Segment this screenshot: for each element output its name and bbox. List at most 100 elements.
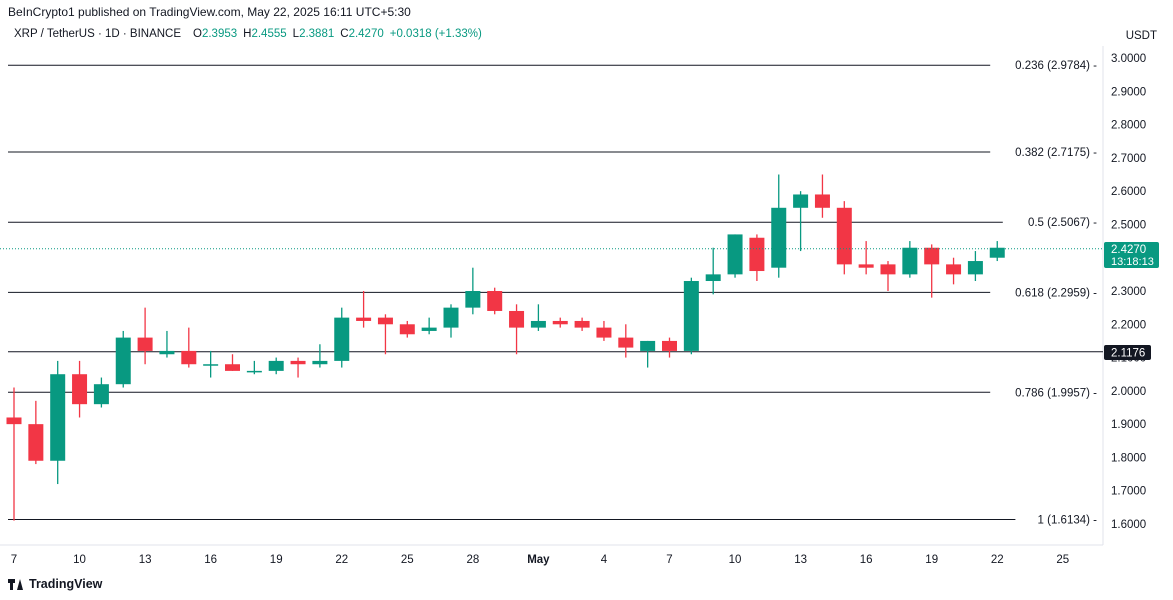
tradingview-logo-icon: [8, 578, 24, 590]
tradingview-brand: TradingView: [29, 577, 103, 591]
fib-level-label: 0.382 (2.7175) -: [1015, 147, 1097, 159]
candle-body: [640, 340, 656, 351]
x-axis-tick-label: 7: [11, 554, 17, 566]
candle-body: [377, 317, 393, 325]
candle-body: [596, 327, 612, 338]
candle-body: [93, 384, 109, 405]
candle-body: [946, 264, 962, 275]
x-axis-tick-label: 16: [860, 554, 873, 566]
candle-body: [618, 337, 634, 348]
x-axis-tick-label: 19: [925, 554, 938, 566]
candle-body: [509, 310, 525, 328]
x-axis-tick-label: 13: [139, 554, 152, 566]
candle-body: [814, 194, 830, 208]
publisher-line: BeInCrypto1 published on TradingView.com…: [8, 5, 411, 19]
candle-body: [356, 317, 372, 321]
price-badges: 2.4270 13:18:13 2.1176: [1104, 242, 1159, 360]
candle-body: [683, 281, 699, 351]
high-value: 2.4555: [251, 28, 287, 40]
candle-body: [924, 247, 940, 265]
candle-body: [487, 291, 503, 311]
candle-body: [246, 370, 262, 373]
candle-body: [159, 350, 175, 355]
y-axis-tick-label: 1.6000: [1111, 519, 1146, 531]
candle-body: [727, 234, 743, 275]
y-axis-tick-label: 2.7000: [1111, 153, 1146, 165]
fib-level-label: 0.786 (1.9957) -: [1015, 387, 1097, 399]
candle-body: [662, 340, 677, 351]
x-axis-tick-label: 13: [794, 554, 807, 566]
candle-body: [421, 327, 437, 331]
candle-body: [705, 274, 721, 282]
candle-body: [967, 261, 983, 275]
low-value: 2.3881: [299, 28, 335, 40]
close-value: 2.4270: [348, 28, 384, 40]
x-axis-tick-label: 16: [204, 554, 217, 566]
price-axis[interactable]: 3.00002.90002.80002.70002.60002.50002.40…: [1111, 53, 1146, 531]
candle-body: [334, 317, 350, 361]
candle-body: [181, 350, 197, 365]
x-axis-tick-label: 7: [666, 554, 672, 566]
candle-body: [989, 247, 1005, 258]
x-axis-tick-label: 25: [1056, 554, 1069, 566]
open-label: O: [193, 28, 202, 40]
candle-body: [836, 207, 852, 265]
y-axis-tick-label: 1.8000: [1111, 452, 1146, 464]
low-label: L: [292, 28, 300, 40]
currency-label[interactable]: USDT: [1125, 30, 1157, 42]
candles: [6, 174, 1005, 521]
time-axis[interactable]: 7 10 13 16 19 22 25 28 May 4 7 10 13 16 19 22 25: [11, 554, 1069, 566]
x-axis-tick-label: 22: [335, 554, 348, 566]
high-label: H: [243, 28, 252, 40]
candle-body: [552, 320, 568, 325]
y-axis-tick-label: 2.6000: [1111, 186, 1146, 198]
price-change: +0.0318 (+1.33%): [389, 28, 482, 40]
candle-body: [115, 337, 131, 385]
symbol-name[interactable]: XRP / TetherUS · 1D · BINANCE: [14, 28, 182, 40]
candle-body: [203, 364, 219, 366]
candle-body: [902, 247, 918, 275]
current-price-badge-countdown: 13:18:13: [1111, 256, 1154, 268]
line-price-badge-value: 2.1176: [1111, 348, 1145, 360]
x-axis-tick-label: May: [527, 554, 550, 566]
candle-body: [465, 291, 481, 308]
candle-body: [793, 194, 809, 208]
fib-level-label: 0.618 (2.2959) -: [1015, 287, 1097, 299]
candle-body: [137, 337, 153, 351]
candle-body: [880, 264, 896, 275]
y-axis-tick-label: 2.3000: [1111, 286, 1146, 298]
current-price-badge-value: 2.4270: [1111, 244, 1146, 256]
y-axis-tick-label: 2.2000: [1111, 319, 1146, 331]
candle-body: [6, 417, 22, 425]
current-price-badge: [1104, 242, 1159, 268]
candle-body: [443, 307, 459, 328]
y-axis-tick-label: 1.9000: [1111, 419, 1146, 431]
x-axis-tick-label: 25: [401, 554, 414, 566]
x-axis-tick-label: 4: [601, 554, 608, 566]
tradingview-footer[interactable]: TradingView: [8, 577, 102, 591]
y-axis-tick-label: 2.0000: [1111, 386, 1146, 398]
candle-body: [312, 360, 328, 365]
x-axis-tick-label: 28: [466, 554, 479, 566]
candle-body: [399, 324, 415, 335]
candle-body: [50, 374, 66, 461]
fib-level-label: 1 (1.6134) -: [1038, 515, 1098, 527]
y-axis-tick-label: 2.5000: [1111, 219, 1146, 231]
fib-levels: 0.236 (2.9784) - 0.382 (2.7175) - 0.5 (2.5…: [8, 60, 1103, 527]
line-price-badge: [1104, 345, 1151, 360]
candle-body: [530, 320, 546, 328]
open-value: 2.3953: [201, 28, 238, 40]
x-axis-tick-label: 10: [73, 554, 86, 566]
candle-body: [268, 360, 284, 371]
y-axis-tick-label: 3.0000: [1111, 53, 1146, 65]
candle-body: [290, 360, 306, 365]
x-axis-tick-label: 10: [729, 554, 742, 566]
candle-body: [858, 264, 874, 268]
fib-level-label: 0.5 (2.5067) -: [1028, 217, 1097, 229]
candle-body: [771, 207, 787, 268]
close-label: C: [340, 28, 349, 40]
y-axis-tick-label: 2.9000: [1111, 86, 1146, 98]
candle-body: [225, 364, 240, 371]
